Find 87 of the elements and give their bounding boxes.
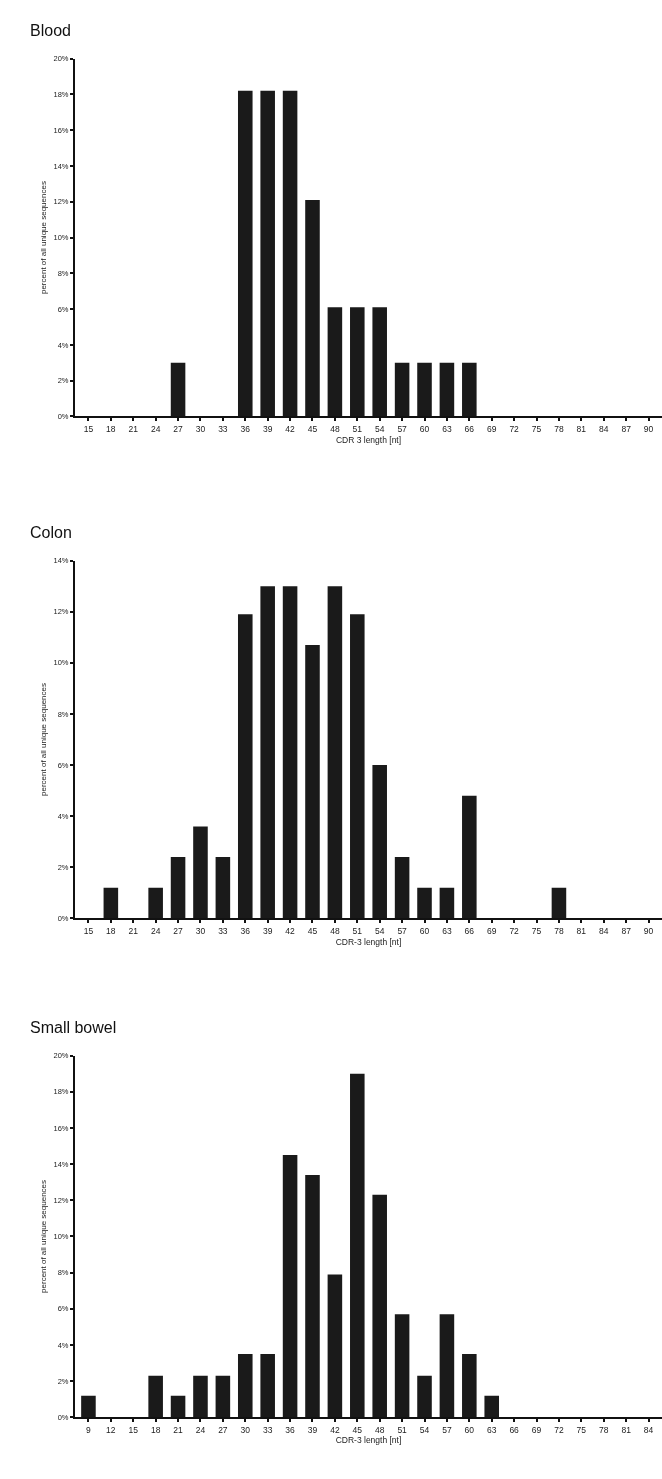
x-tick-label: 69 [531,1424,542,1435]
x-tick-label: 36 [240,423,251,434]
x-tick-label: 72 [509,925,520,936]
x-tick-label: 15 [83,925,94,936]
chart-title: Small bowel [30,1019,117,1036]
x-tick-label: 21 [128,423,139,434]
x-tick-label: 57 [442,1424,452,1435]
x-tick-label: 75 [531,925,542,936]
x-tick-label: 60 [419,423,430,434]
x-tick-label: 15 [128,1424,139,1435]
chart-title: Colon [30,524,72,541]
x-tick-label: 48 [330,925,340,936]
x-tick-label: 9 [86,1424,92,1435]
x-tick-label: 21 [128,925,139,936]
x-tick-label: 39 [262,925,273,936]
x-tick-label: 72 [509,423,520,434]
x-tick-label: 42 [285,423,296,434]
x-tick-label: 75 [531,423,542,434]
x-tick-label: 24 [150,423,161,434]
x-axis-title: CDR-3 length [nt] [335,936,402,947]
x-tick-label: 57 [397,925,408,936]
x-tick-label: 78 [599,1424,609,1435]
x-tick-label: 66 [464,925,475,936]
x-tick-label: 90 [643,423,654,434]
x-tick-label: 42 [285,925,296,936]
x-tick-label: 84 [643,1424,654,1435]
x-tick-label: 36 [285,1424,296,1435]
x-tick-label: 84 [599,423,609,434]
x-tick-label: 30 [240,1424,251,1435]
x-tick-label: 66 [509,1424,520,1435]
x-tick-label: 18 [106,423,116,434]
x-tick-label: 54 [374,423,385,434]
x-tick-label: 57 [397,423,408,434]
x-tick-label: 81 [576,925,587,936]
x-tick-label: 45 [352,1424,363,1435]
x-tick-label: 30 [195,925,206,936]
x-tick-label: 90 [643,925,654,936]
x-tick-label: 27 [173,925,184,936]
x-tick-label: 21 [173,1424,184,1435]
x-tick-label: 51 [352,423,363,434]
x-tick-label: 51 [397,1424,408,1435]
x-tick-label: 63 [442,423,452,434]
x-tick-label: 24 [150,925,161,936]
x-tick-label: 18 [150,1424,161,1435]
x-tick-label: 48 [374,1424,385,1435]
x-tick-label: 54 [419,1424,430,1435]
x-tick-label: 24 [195,1424,206,1435]
x-tick-label: 39 [307,1424,318,1435]
x-tick-label: 72 [554,1424,564,1435]
x-tick-label: 18 [106,925,116,936]
x-tick-label: 33 [218,423,228,434]
x-tick-label: 63 [487,1424,497,1435]
x-tick-label: 39 [262,423,273,434]
x-tick-label: 66 [464,423,475,434]
x-tick-label: 81 [621,1424,632,1435]
x-tick-label: 75 [576,1424,587,1435]
y-axis-title: percent of all unique sequences [38,181,48,295]
x-tick-label: 87 [621,423,632,434]
x-tick-label: 45 [307,423,318,434]
x-tick-label: 48 [330,423,340,434]
x-tick-label: 42 [330,1424,340,1435]
x-tick-label: 69 [487,423,497,434]
x-tick-label: 12 [106,1424,116,1435]
y-axis-title: percent of all unique sequences [38,1179,48,1293]
x-tick-label: 30 [195,423,206,434]
x-axis-title: CDR-3 length [nt] [335,1435,402,1446]
x-tick-label: 81 [576,423,587,434]
x-tick-label: 33 [262,1424,273,1435]
x-tick-label: 27 [173,423,184,434]
x-tick-label: 33 [218,925,228,936]
x-tick-label: 54 [374,925,385,936]
x-tick-label: 36 [240,925,251,936]
x-tick-label: 84 [599,925,609,936]
x-tick-label: 51 [352,925,363,936]
x-tick-label: 78 [554,423,564,434]
chart-title: Blood [30,22,71,39]
x-tick-label: 78 [554,925,564,936]
x-tick-label: 60 [419,925,430,936]
x-tick-label: 60 [464,1424,475,1435]
x-tick-label: 87 [621,925,632,936]
y-axis-title: percent of all unique sequences [38,683,48,796]
x-tick-label: 63 [442,925,452,936]
x-tick-label: 69 [487,925,497,936]
x-tick-label: 15 [83,423,94,434]
x-axis-title: CDR 3 length [nt] [335,434,402,445]
x-tick-label: 45 [307,925,318,936]
x-tick-label: 27 [218,1424,228,1435]
